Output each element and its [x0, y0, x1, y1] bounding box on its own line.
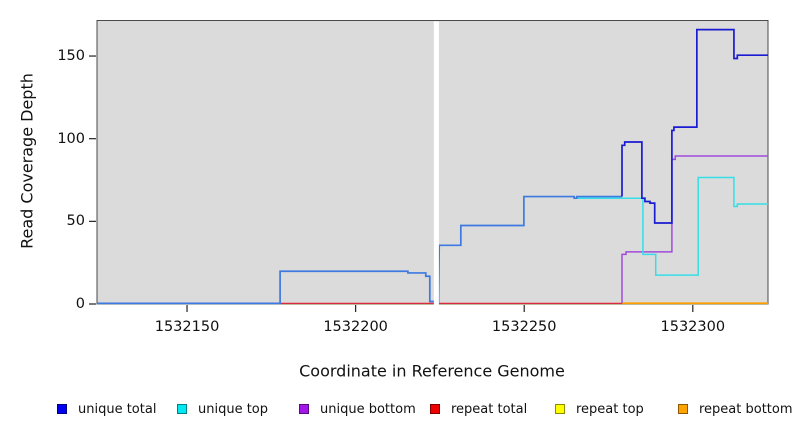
y-axis-title: Read Coverage Depth — [17, 73, 37, 249]
series-line-unique-total-right — [621, 28, 768, 224]
masked-region-band — [433, 21, 439, 305]
series-line-unique-top — [574, 176, 768, 276]
x-axis-title: Coordinate in Reference Genome — [299, 361, 565, 381]
series-line-unique-bottom — [621, 155, 768, 304]
plot-panel — [96, 20, 769, 305]
